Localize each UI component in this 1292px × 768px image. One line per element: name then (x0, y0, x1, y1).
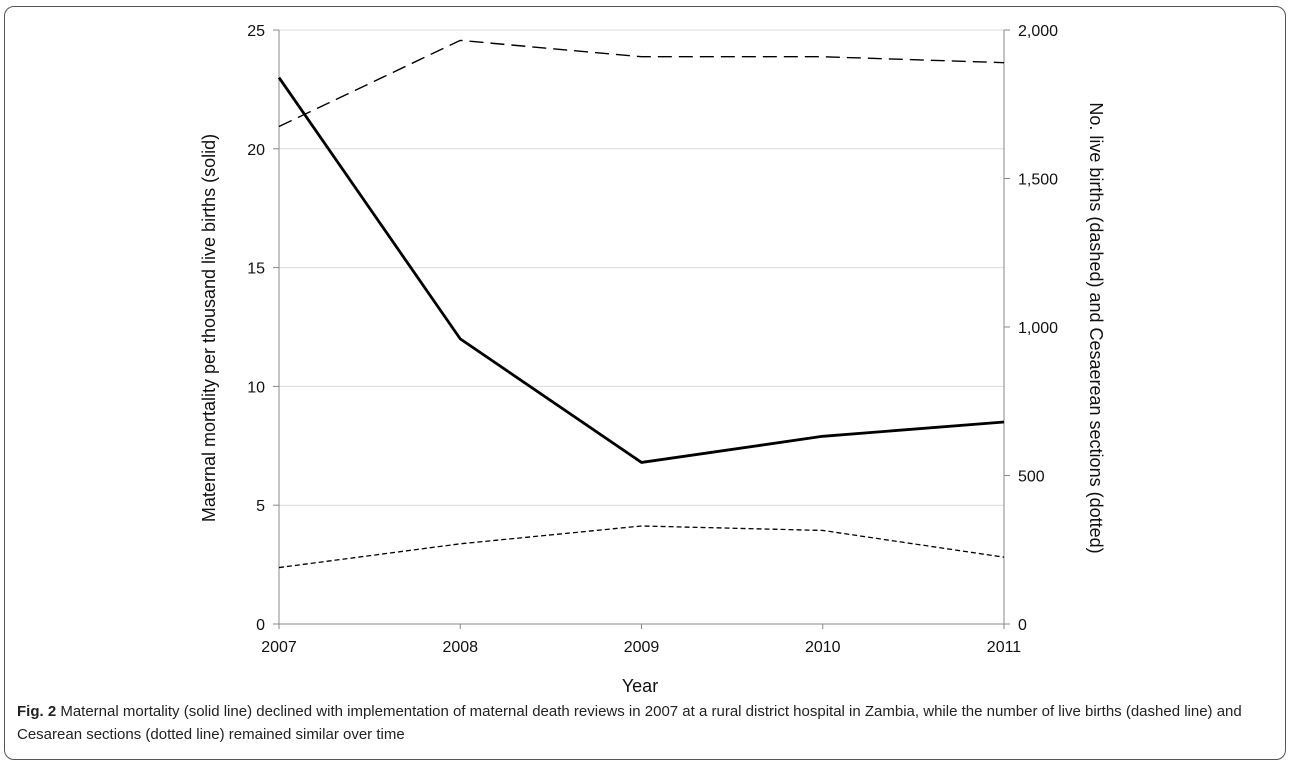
series-line-dotted (278, 525, 1005, 569)
caption-label: Fig. 2 (17, 703, 57, 720)
y-axis-left-title: Maternal mortality per thousand live bir… (199, 134, 219, 522)
y-left-tick-label: 0 (256, 617, 265, 634)
series-line-dashed (278, 39, 1005, 128)
y-right-tick-label: 1,500 (1018, 172, 1058, 189)
y-right-tick-label: 500 (1018, 469, 1045, 486)
y-left-tick-label: 5 (256, 498, 265, 515)
y-left-tick-label: 15 (247, 261, 265, 278)
y-axis-right-title: No. live births (dashed) and Cesaerean s… (1086, 102, 1106, 553)
series-line-solid (277, 76, 1005, 464)
gridlines (279, 29, 1004, 506)
y-right-tick-label: 1,000 (1018, 320, 1058, 337)
series-lines (277, 39, 1005, 569)
x-tick-label: 2010 (805, 639, 841, 656)
figure-caption: Fig. 2 Maternal mortality (solid line) d… (17, 700, 1267, 746)
caption-text: Maternal mortality (solid line) declined… (17, 703, 1242, 743)
x-tick-label: 2008 (442, 639, 478, 656)
y-left-tick-label: 20 (247, 142, 265, 159)
tick-labels: 0 5 10 15 20 25 0 500 1,000 1,500 2,000 2007 2008 200… (247, 23, 1058, 656)
line-chart: 0 5 10 15 20 25 0 500 1,000 1,500 2,000 2007 2008 200… (199, 23, 1106, 696)
x-tick-label: 2007 (261, 639, 297, 656)
x-tick-label: 2011 (987, 639, 1022, 656)
y-right-tick-label: 0 (1018, 617, 1027, 634)
y-left-tick-label: 25 (247, 23, 265, 40)
x-axis-title: Year (622, 676, 658, 696)
y-left-tick-label: 10 (247, 379, 265, 396)
y-right-tick-label: 2,000 (1018, 23, 1058, 40)
x-tick-label: 2009 (624, 639, 660, 656)
axes (273, 29, 1010, 629)
figure-frame (4, 6, 1286, 760)
